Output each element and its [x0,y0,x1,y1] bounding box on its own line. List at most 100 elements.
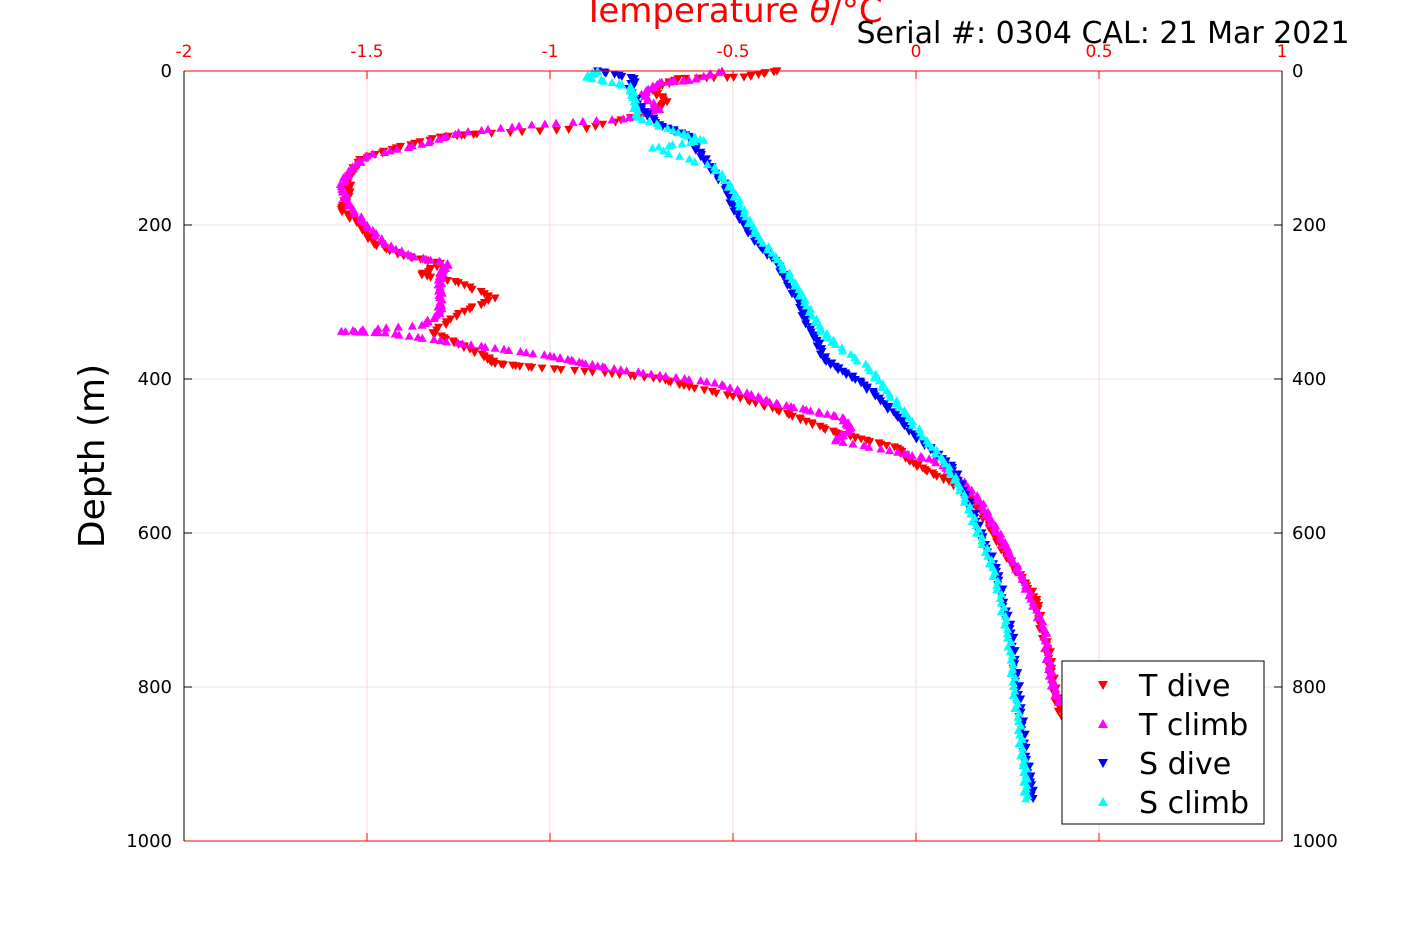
data-point [911,435,921,444]
data-point [924,454,934,463]
data-point [894,402,904,411]
legend-box [1061,660,1265,825]
data-point [838,346,848,355]
data-point [490,343,500,352]
data-point [877,382,887,391]
data-point [984,559,994,568]
data-point [483,292,493,301]
data-point [618,114,628,123]
data-point [587,368,597,377]
data-point [1038,617,1048,626]
legend-marker [1098,681,1108,690]
data-point [617,80,627,89]
data-point [535,127,545,136]
data-point [675,151,685,160]
x-tick-label: -2 [176,42,193,62]
y-tick-label-right: 400 [1292,369,1326,390]
data-point [755,394,765,403]
data-point [527,363,537,372]
data-point [637,114,647,123]
data-point [527,120,537,129]
data-point [392,144,402,153]
data-point [380,239,390,248]
data-point [972,528,982,537]
data-point [985,518,995,527]
data-point [830,411,840,420]
data-point [711,166,721,175]
x-tick-label: 0.5 [1085,42,1112,62]
data-point [785,268,795,277]
data-point [441,320,451,330]
data-point [677,139,687,148]
data-point [735,195,745,204]
data-point [1021,581,1031,590]
data-point [959,497,969,506]
data-point [754,70,764,80]
data-point [668,125,678,134]
data-point [450,129,460,138]
data-point [769,68,779,77]
data-point [483,124,493,133]
data-point [646,369,656,378]
data-point [838,437,848,446]
data-point [750,225,760,234]
y-tick-label-right: 1000 [1292,831,1338,852]
data-point [815,350,825,359]
data-point [725,383,735,392]
data-point [907,450,917,460]
data-point [496,123,506,132]
data-point [1006,637,1016,647]
data-point [883,405,893,414]
data-point [647,143,657,152]
data-point [363,235,373,244]
y-tick-label-right: 200 [1292,215,1326,236]
data-point [864,442,874,451]
data-point [417,139,427,148]
data-point [893,413,903,422]
data-point [469,130,479,140]
y-tick-label-left: 800 [138,677,172,698]
data-point [807,311,817,320]
data-point [734,386,744,395]
data-point [556,366,566,375]
data-point [1017,734,1027,743]
data-point [940,459,950,468]
data-point [591,122,601,132]
data-point [747,391,757,400]
data-point [658,146,668,155]
data-point [806,328,816,337]
data-point [514,121,524,130]
data-point [882,442,892,451]
data-point [459,307,469,316]
data-point [1053,707,1063,716]
data-point [434,134,444,143]
data-point [1022,780,1032,790]
data-point [678,76,688,85]
data-point [714,67,724,76]
data-point [1020,584,1030,593]
data-point [702,160,712,169]
data-point [774,407,784,416]
data-point [607,77,617,87]
x-tick-label: -0.5 [716,42,749,62]
data-point [1015,682,1025,691]
data-point [1002,629,1012,638]
data-point [1043,647,1053,656]
data-point [699,386,709,395]
data-point [1008,659,1018,669]
legend-label: S dive [1139,747,1231,782]
data-point [876,444,886,453]
y-tick-label-left: 0 [161,61,172,82]
data-point [758,238,768,247]
data-point [820,426,830,435]
data-point [552,126,562,135]
data-point [815,408,825,417]
data-point [810,317,820,326]
data-point [699,135,709,144]
data-point [996,589,1006,598]
data-point [446,315,456,324]
data-point [879,400,889,409]
data-point [876,397,886,406]
data-point [684,154,694,163]
data-point [991,526,1001,535]
